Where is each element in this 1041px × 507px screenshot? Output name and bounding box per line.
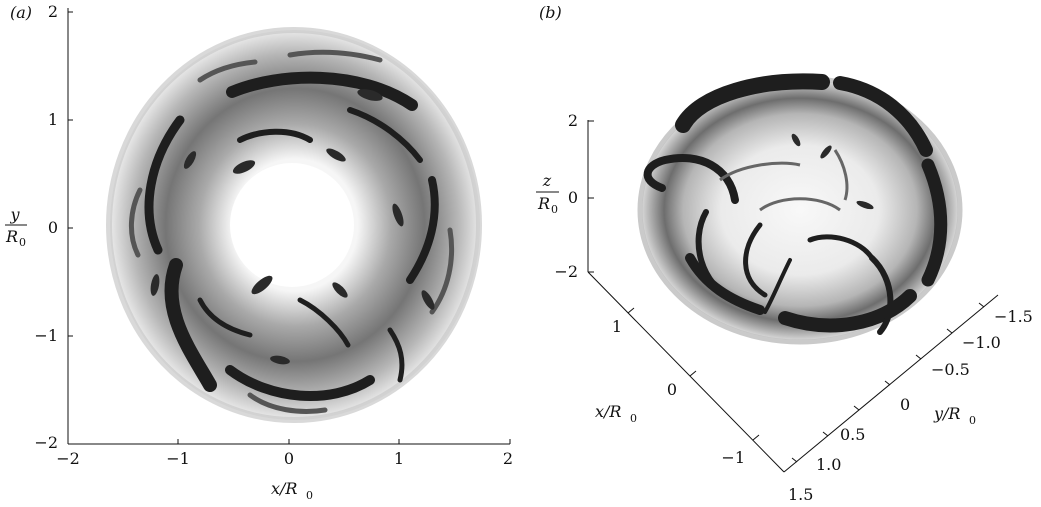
panel-b-ylabel: y/R [933, 404, 960, 423]
panel-b-label: (b) [539, 3, 562, 22]
panel-b-z-axis-title: z R 0 [536, 171, 559, 216]
panel-a: (a) −2 −1 0 1 2 2 1 0 −1 −2 [5, 2, 513, 502]
panel-b: (b) 2 0 −2 z R 0 1 0 −1 x/R [536, 3, 1033, 504]
panel-a-xtick-label: 0 [284, 449, 294, 468]
panel-b-ytick-label: 1.5 [788, 485, 813, 504]
panel-a-xtick-label: −2 [56, 449, 80, 468]
panel-b-ytick-label: −1.5 [994, 307, 1033, 326]
panel-a-y-tick-marks [68, 11, 73, 445]
panel-b-xtick-label: −1 [721, 448, 745, 467]
panel-a-ylabel-subscript: 0 [19, 236, 26, 249]
panel-b-y-axis [783, 294, 999, 473]
panel-b-ztick-label: 0 [568, 188, 578, 207]
panel-b-ylabel-subscript: 0 [969, 414, 976, 427]
panel-a-x-tick-marks [67, 439, 511, 444]
panel-b-ytick-label: 1.0 [816, 455, 841, 474]
panel-b-ytick-label: −0.5 [931, 360, 970, 379]
panel-b-zlabel-denominator: R [537, 194, 550, 213]
panel-a-ylabel-denominator: R [5, 227, 18, 246]
panel-b-xtick-label: 1 [612, 317, 622, 336]
panel-a-ytick-label: 1 [48, 110, 58, 129]
panel-a-y-axis-title: y R 0 [5, 205, 27, 249]
panel-a-label: (a) [10, 3, 32, 22]
panel-a-ytick-label: 0 [48, 218, 58, 237]
panel-b-y-axis-title: y/R 0 [933, 404, 976, 427]
panel-b-x-axis [587, 271, 785, 473]
panel-a-ylabel-numerator: y [9, 205, 20, 224]
panel-a-ytick-label: −2 [34, 433, 58, 452]
panel-b-vortex-ring-image [637, 73, 963, 345]
panel-a-ytick-label: 2 [48, 2, 58, 21]
panel-b-zlabel-numerator: z [542, 171, 552, 190]
panel-b-zlabel-subscript: 0 [551, 203, 558, 216]
panel-b-ztick-label: 2 [568, 111, 578, 130]
panel-a-xtick-label: −1 [166, 449, 190, 468]
panel-a-x-axis-title: x/R 0 [271, 479, 313, 502]
panel-b-ytick-label: 0.5 [840, 425, 865, 444]
panel-b-z-tick-marks [588, 120, 594, 273]
panel-a-xtick-label: 2 [503, 449, 513, 468]
panel-b-ytick-label: −1.0 [962, 333, 1001, 352]
panel-a-vortex-ring-image [106, 27, 482, 423]
panel-b-xlabel: x/R [595, 402, 621, 421]
panel-b-xtick-label: 0 [667, 380, 677, 399]
panel-b-x-tick-marks [627, 307, 760, 441]
panel-a-ytick-label: −1 [34, 326, 58, 345]
panel-b-ztick-label: −2 [554, 262, 578, 281]
panel-b-xlabel-subscript: 0 [630, 412, 637, 425]
panel-a-xlabel-subscript: 0 [306, 489, 313, 502]
panel-b-ytick-label: 0 [900, 395, 910, 414]
panel-a-xlabel: x/R [271, 479, 297, 498]
panel-b-x-axis-title: x/R 0 [595, 402, 637, 425]
panel-a-xtick-label: 1 [394, 449, 404, 468]
panel-b-y-tick-marks [791, 302, 985, 463]
